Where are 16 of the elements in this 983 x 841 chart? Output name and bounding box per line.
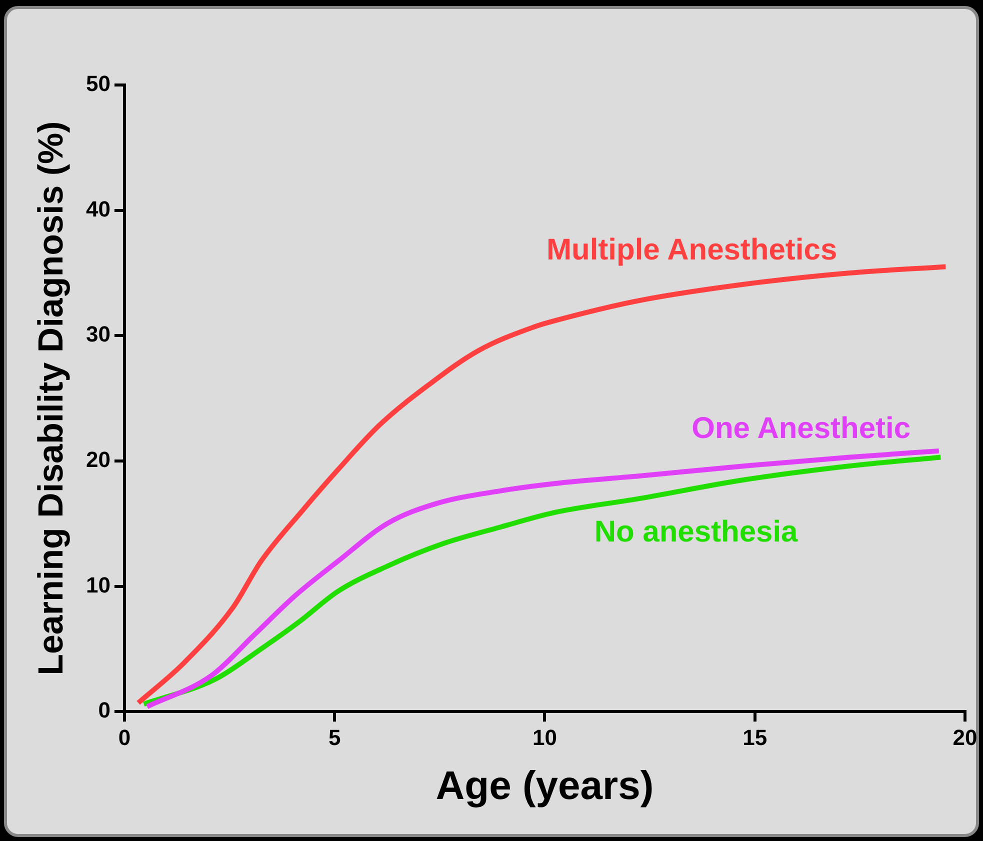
series-label: Multiple Anesthetics bbox=[546, 233, 838, 266]
x-tick-label: 10 bbox=[532, 724, 557, 750]
x-tick-label: 20 bbox=[952, 724, 978, 750]
x-tick-label: 0 bbox=[118, 724, 131, 750]
x-axis-title: Age (years) bbox=[436, 764, 654, 808]
y-tick-label: 40 bbox=[86, 196, 110, 222]
y-tick-label: 0 bbox=[98, 698, 110, 723]
series-label: No anesthesia bbox=[594, 515, 798, 548]
x-tick-label: 15 bbox=[742, 724, 768, 750]
y-tick-label: 50 bbox=[86, 71, 110, 96]
y-axis-title: Learning Disability Diagnosis (%) bbox=[32, 121, 71, 676]
x-tick-label: 5 bbox=[328, 724, 341, 750]
y-tick-label: 10 bbox=[86, 572, 110, 598]
y-tick-label: 20 bbox=[86, 447, 110, 472]
series-label: One Anesthetic bbox=[692, 412, 911, 445]
y-tick-label: 30 bbox=[86, 322, 110, 347]
